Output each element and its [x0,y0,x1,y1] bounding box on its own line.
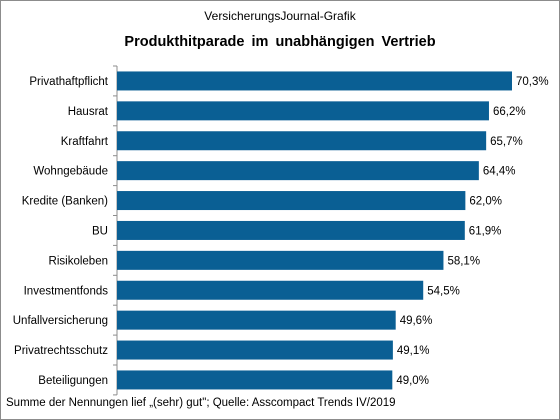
category-label: Kredite (Banken) [22,196,108,208]
value-label: 65,7% [490,136,523,148]
category-label: Kraftfahrt [61,136,109,148]
bar-bu [117,220,465,240]
category-label: Investmentfonds [24,285,109,297]
chart-supertitle: VersicherungsJournal-Grafik [204,9,356,23]
category-label: Unfallversicherung [13,315,108,327]
value-label: 61,9% [469,225,502,237]
category-label: Wohngebäude [33,166,108,178]
bar-risikoleben [117,250,444,270]
bar-kraftfahrt [117,131,487,151]
bar-hausrat [117,101,489,121]
category-label: Privathaftpflicht [29,76,108,88]
value-label: 49,6% [400,315,433,327]
category-label: Privatrechtsschutz [14,345,108,357]
bar-investmentfonds [117,280,424,300]
bar-beteiligungen [117,370,393,390]
chart-title: Produkthitparade im unabhängigen Vertrie… [124,34,436,50]
value-label: 64,4% [483,166,516,178]
bar-unfallversicherung [117,310,396,330]
value-label: 62,0% [469,196,502,208]
bars-group: Privathaftpflicht 70,3% Hausrat 66,2% Kraftf… [13,65,549,396]
category-label: Risikoleben [49,255,108,267]
value-label: 66,2% [493,106,526,118]
bar-kredite-banken [117,191,466,211]
value-label: 54,5% [427,285,460,297]
category-label: Beteiligungen [38,375,108,387]
bar-wohngebäude [117,161,479,181]
category-label: BU [92,225,108,237]
bar-privathaftpflicht [117,71,512,91]
value-label: 49,1% [397,345,430,357]
category-label: Hausrat [68,106,109,118]
bar-privatrechtsschutz [117,340,393,360]
value-label: 58,1% [447,255,480,267]
source-footnote: Summe der Nennungen lief „(sehr) gut"; Q… [6,397,396,409]
value-label: 49,0% [396,375,429,387]
value-label: 70,3% [516,76,549,88]
